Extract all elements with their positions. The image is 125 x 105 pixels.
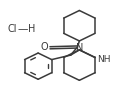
Text: H: H	[28, 24, 36, 34]
Text: —: —	[17, 24, 28, 34]
Text: O: O	[40, 42, 48, 52]
Text: NH: NH	[97, 55, 110, 64]
Text: Cl: Cl	[8, 24, 17, 34]
Text: N: N	[76, 43, 83, 53]
